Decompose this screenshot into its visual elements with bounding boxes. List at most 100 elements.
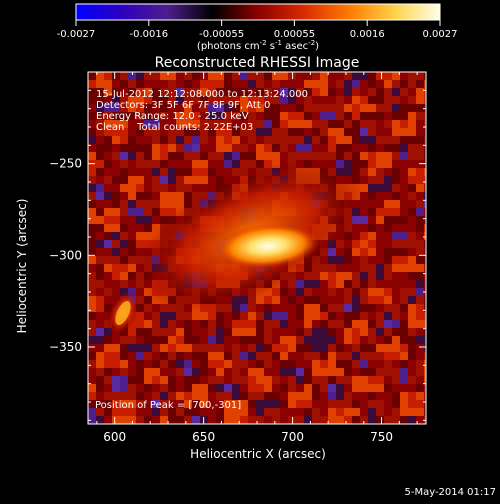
- image-pixel: [408, 192, 416, 200]
- image-pixel: [208, 80, 216, 88]
- image-pixel: [288, 328, 296, 336]
- image-pixel: [360, 344, 368, 352]
- image-pixel: [328, 320, 336, 328]
- image-pixel: [88, 216, 96, 224]
- image-pixel: [408, 328, 416, 336]
- image-pixel: [168, 328, 176, 336]
- image-pixel: [224, 384, 232, 392]
- image-pixel: [96, 296, 104, 304]
- image-pixel: [368, 336, 376, 344]
- image-pixel: [304, 304, 312, 312]
- image-pixel: [320, 120, 328, 128]
- image-pixel: [320, 408, 328, 416]
- image-pixel: [168, 72, 176, 80]
- image-pixel: [416, 384, 424, 392]
- colorbar-ticks: -0.0027 -0.0016 -0.00055 0.00055 0.0016 0.002…: [57, 20, 458, 40]
- image-pixel: [312, 88, 320, 96]
- image-pixel: [120, 176, 128, 184]
- image-pixel: [376, 312, 384, 320]
- image-pixel: [280, 320, 288, 328]
- image-pixel: [392, 368, 400, 376]
- image-pixel: [208, 128, 216, 136]
- image-pixel: [352, 248, 360, 256]
- image-pixel: [384, 304, 392, 312]
- image-pixel: [312, 144, 320, 152]
- image-pixel: [112, 112, 120, 120]
- image-pixel: [344, 144, 352, 152]
- image-pixel: [184, 384, 192, 392]
- image-pixel: [88, 336, 96, 344]
- image-pixel: [184, 360, 192, 368]
- image-pixel: [120, 104, 128, 112]
- image-pixel: [192, 368, 200, 376]
- image-pixel: [136, 248, 144, 256]
- image-pixel: [352, 256, 360, 264]
- image-pixel: [216, 136, 224, 144]
- image-pixel: [224, 336, 232, 344]
- image-pixel: [360, 216, 368, 224]
- image-pixel: [312, 96, 320, 104]
- image-pixel: [296, 296, 304, 304]
- image-pixel: [184, 312, 192, 320]
- image-pixel: [168, 368, 176, 376]
- image-pixel: [152, 200, 160, 208]
- image-pixel: [96, 408, 104, 416]
- image-pixel: [128, 240, 136, 248]
- image-pixel: [176, 368, 184, 376]
- image-pixel: [408, 112, 416, 120]
- image-area: [88, 72, 426, 424]
- image-pixel: [120, 344, 128, 352]
- image-pixel: [208, 360, 216, 368]
- image-pixel: [88, 328, 96, 336]
- image-pixel: [336, 160, 344, 168]
- image-pixel: [264, 104, 272, 112]
- image-pixel: [408, 304, 416, 312]
- image-pixel: [400, 320, 408, 328]
- image-pixel: [176, 144, 184, 152]
- image-pixel: [384, 312, 392, 320]
- image-pixel: [120, 96, 128, 104]
- image-pixel: [384, 352, 392, 360]
- image-pixel: [224, 120, 232, 128]
- image-pixel: [320, 144, 328, 152]
- image-pixel: [240, 96, 248, 104]
- image-pixel: [280, 368, 288, 376]
- image-pixel: [400, 120, 408, 128]
- image-pixel: [216, 176, 224, 184]
- image-pixel: [312, 352, 320, 360]
- image-pixel: [360, 352, 368, 360]
- image-pixel: [240, 168, 248, 176]
- image-pixel: [264, 152, 272, 160]
- image-pixel: [176, 328, 184, 336]
- image-pixel: [216, 408, 224, 416]
- image-pixel: [144, 304, 152, 312]
- image-pixel: [328, 312, 336, 320]
- image-pixel: [296, 144, 304, 152]
- image-pixel: [400, 408, 408, 416]
- image-pixel: [312, 336, 320, 344]
- image-pixel: [256, 88, 264, 96]
- image-pixel: [368, 200, 376, 208]
- image-pixel: [352, 280, 360, 288]
- image-pixel: [176, 408, 184, 416]
- image-pixel: [376, 72, 384, 80]
- image-pixel: [368, 288, 376, 296]
- image-pixel: [400, 248, 408, 256]
- image-pixel: [392, 88, 400, 96]
- image-pixel: [384, 392, 392, 400]
- image-pixel: [400, 208, 408, 216]
- image-pixel: [192, 344, 200, 352]
- image-pixel: [96, 80, 104, 88]
- info-line-clean: Clean Total counts: 2.22E+03: [96, 122, 253, 133]
- image-pixel: [200, 184, 208, 192]
- image-pixel: [344, 152, 352, 160]
- image-pixel: [208, 72, 216, 80]
- image-pixel: [104, 328, 112, 336]
- image-pixel: [288, 144, 296, 152]
- image-pixel: [416, 96, 424, 104]
- image-pixel: [416, 248, 424, 256]
- footer-date: 5-May-2014 01:17: [404, 487, 496, 498]
- image-pixel: [96, 304, 104, 312]
- image-pixel: [152, 112, 160, 120]
- image-pixel: [320, 368, 328, 376]
